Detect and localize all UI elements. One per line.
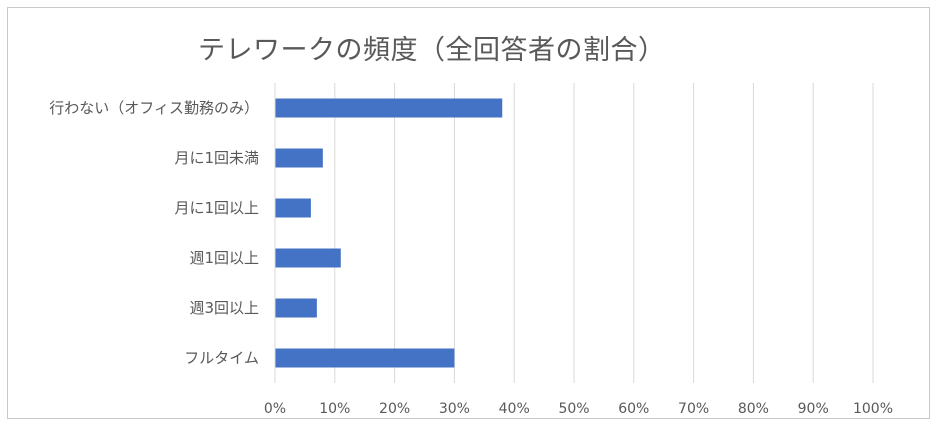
x-tick-label: 10% [319,401,350,417]
category-label: 行わない（オフィス勤務のみ） [49,99,259,117]
category-label: 週1回以上 [189,249,259,267]
chart-title: テレワークの頻度（全回答者の割合） [198,35,666,66]
chart-frame [7,7,930,419]
category-label: 月に1回未満 [174,149,259,167]
x-tick-label: 60% [618,401,649,417]
bar [275,148,323,168]
x-tick-label: 30% [439,401,470,417]
x-tick-label: 100% [853,401,893,417]
x-tick-label: 0% [264,401,286,417]
bar [275,348,455,368]
x-tick-label: 70% [678,401,709,417]
x-tick-label: 90% [798,401,829,417]
bar [275,248,341,268]
bar [275,98,503,118]
bar [275,198,311,218]
bar [275,298,317,318]
category-label: 月に1回以上 [174,199,259,217]
x-tick-label: 80% [738,401,769,417]
category-label: フルタイム [184,349,259,367]
x-tick-label: 50% [558,401,589,417]
category-label: 週3回以上 [189,299,259,317]
x-tick-label: 40% [499,401,530,417]
x-tick-label: 20% [379,401,410,417]
